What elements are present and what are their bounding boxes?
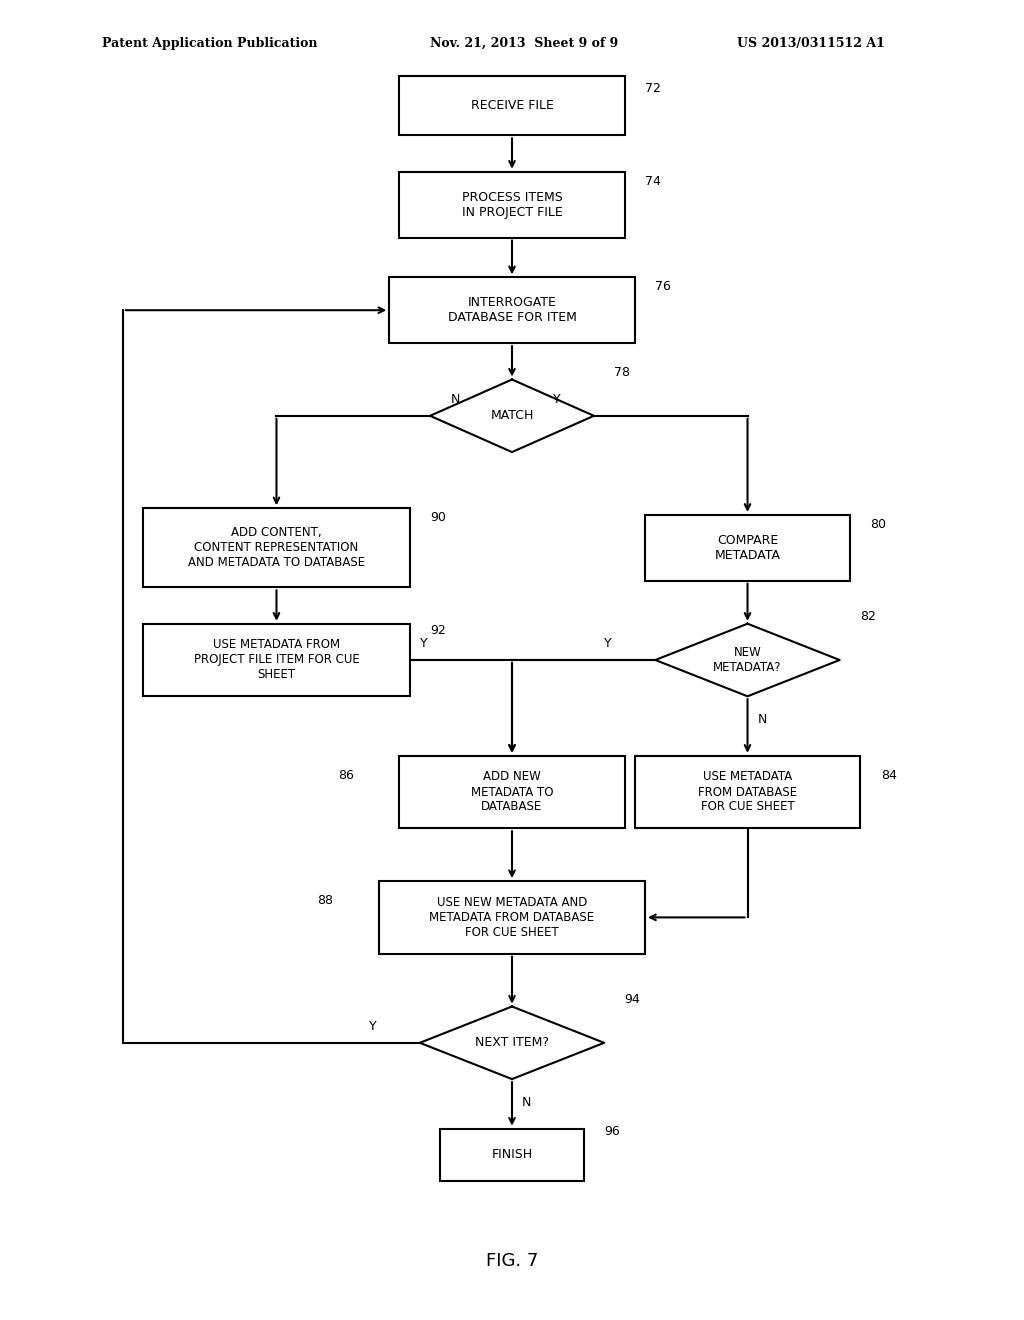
FancyBboxPatch shape — [440, 1129, 584, 1181]
Text: 74: 74 — [645, 174, 662, 187]
Polygon shape — [655, 624, 840, 697]
Text: USE METADATA
FROM DATABASE
FOR CUE SHEET: USE METADATA FROM DATABASE FOR CUE SHEET — [698, 771, 797, 813]
FancyBboxPatch shape — [389, 277, 635, 343]
Text: 90: 90 — [430, 511, 446, 524]
Text: NEW
METADATA?: NEW METADATA? — [714, 645, 781, 675]
Text: 86: 86 — [338, 768, 354, 781]
FancyBboxPatch shape — [143, 624, 410, 697]
Text: PROCESS ITEMS
IN PROJECT FILE: PROCESS ITEMS IN PROJECT FILE — [462, 190, 562, 219]
Text: COMPARE
METADATA: COMPARE METADATA — [715, 533, 780, 562]
Text: ADD NEW
METADATA TO
DATABASE: ADD NEW METADATA TO DATABASE — [471, 771, 553, 813]
Text: FIG. 7: FIG. 7 — [485, 1251, 539, 1270]
Text: INTERROGATE
DATABASE FOR ITEM: INTERROGATE DATABASE FOR ITEM — [447, 296, 577, 325]
Text: 76: 76 — [655, 280, 672, 293]
FancyBboxPatch shape — [143, 508, 410, 587]
Text: FINISH: FINISH — [492, 1148, 532, 1162]
Text: Y: Y — [604, 636, 611, 649]
Text: Y: Y — [369, 1019, 376, 1032]
Text: 92: 92 — [430, 623, 445, 636]
Text: 96: 96 — [604, 1125, 620, 1138]
Text: N: N — [522, 1096, 531, 1109]
Text: MATCH: MATCH — [490, 409, 534, 422]
Text: USE METADATA FROM
PROJECT FILE ITEM FOR CUE
SHEET: USE METADATA FROM PROJECT FILE ITEM FOR … — [194, 639, 359, 681]
Text: ADD CONTENT,
CONTENT REPRESENTATION
AND METADATA TO DATABASE: ADD CONTENT, CONTENT REPRESENTATION AND … — [188, 527, 365, 569]
Text: RECEIVE FILE: RECEIVE FILE — [471, 99, 553, 112]
Text: 78: 78 — [614, 366, 631, 379]
Text: N: N — [758, 713, 767, 726]
Text: Patent Application Publication: Patent Application Publication — [102, 37, 317, 50]
Text: N: N — [451, 392, 460, 405]
Text: Y: Y — [420, 636, 427, 649]
Text: 72: 72 — [645, 82, 662, 95]
FancyBboxPatch shape — [635, 755, 860, 829]
Text: USE NEW METADATA AND
METADATA FROM DATABASE
FOR CUE SHEET: USE NEW METADATA AND METADATA FROM DATAB… — [429, 896, 595, 939]
Text: 94: 94 — [625, 993, 640, 1006]
Text: 88: 88 — [317, 894, 334, 907]
Polygon shape — [430, 380, 594, 451]
Text: 82: 82 — [860, 610, 877, 623]
Text: Y: Y — [553, 392, 560, 405]
FancyBboxPatch shape — [645, 515, 850, 581]
Text: 80: 80 — [870, 517, 887, 531]
FancyBboxPatch shape — [399, 755, 625, 829]
FancyBboxPatch shape — [399, 172, 625, 238]
Text: Nov. 21, 2013  Sheet 9 of 9: Nov. 21, 2013 Sheet 9 of 9 — [430, 37, 618, 50]
Text: 84: 84 — [881, 768, 897, 781]
Text: NEXT ITEM?: NEXT ITEM? — [475, 1036, 549, 1049]
Text: US 2013/0311512 A1: US 2013/0311512 A1 — [737, 37, 885, 50]
FancyBboxPatch shape — [399, 75, 625, 135]
Polygon shape — [420, 1006, 604, 1080]
FancyBboxPatch shape — [379, 882, 645, 953]
